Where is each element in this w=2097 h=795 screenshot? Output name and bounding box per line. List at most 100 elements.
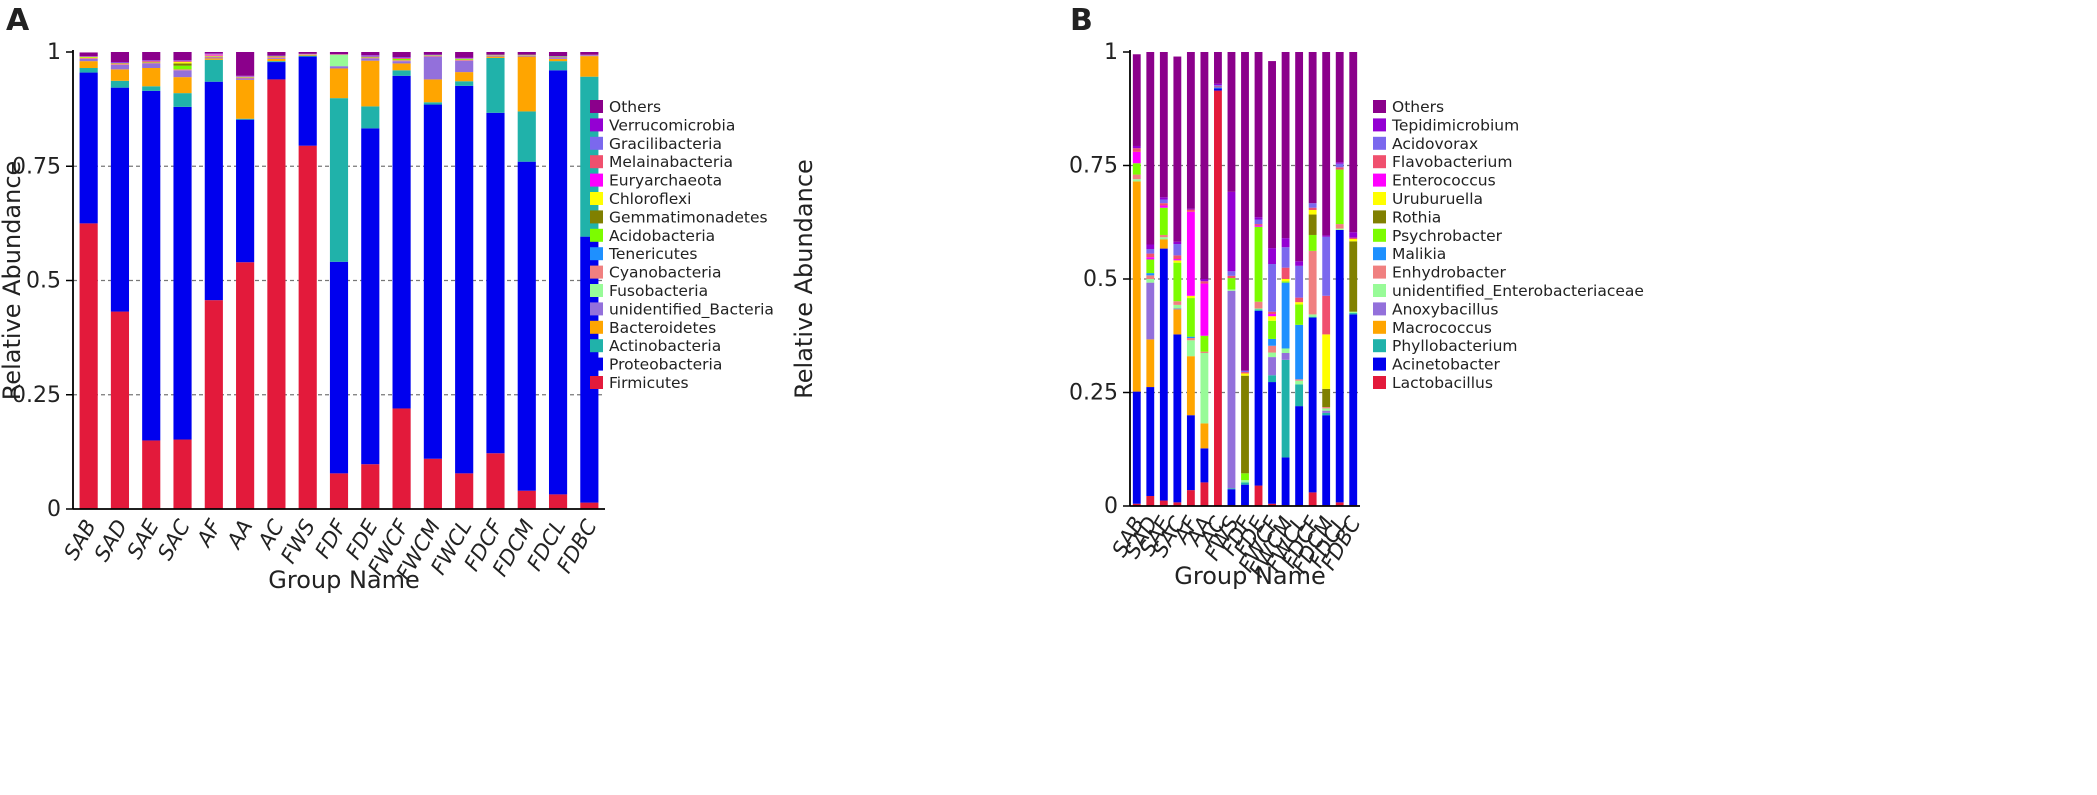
bar-segment	[1281, 457, 1290, 506]
bar-segment	[204, 300, 223, 509]
bar-segment	[1186, 356, 1195, 416]
bar-segment	[1146, 279, 1155, 283]
bar-segment	[142, 440, 161, 509]
bar-segment	[1241, 484, 1249, 506]
bar-segment	[1159, 52, 1168, 198]
bar-segment	[329, 68, 349, 99]
bar-segment	[361, 58, 380, 61]
bar-segment	[1268, 375, 1276, 383]
bar-segment	[1254, 226, 1263, 302]
chart-panel-b: B00.250.50.751SABSADSAESACAFAAACFWSFDFFD…	[790, 3, 1644, 590]
bar-segment	[423, 52, 442, 55]
bar-segment	[1186, 338, 1195, 341]
bar-segment	[79, 67, 98, 73]
bar-segment	[204, 59, 223, 82]
legend-label: Acidobacteria	[609, 227, 715, 245]
legend-label: Malikia	[1392, 245, 1446, 263]
panel-label: B	[1070, 3, 1093, 38]
bar-segment	[79, 57, 98, 59]
bar-segment	[1159, 197, 1168, 200]
legend-swatch	[590, 320, 603, 334]
bar-segment	[1173, 309, 1182, 335]
bar-segment	[173, 106, 192, 440]
bar-segment	[1227, 271, 1236, 276]
bar-segment	[486, 453, 505, 509]
bar-segment	[1295, 324, 1304, 380]
bar-segment	[361, 464, 380, 509]
bar-segment	[1308, 317, 1317, 493]
bar-segment	[1146, 52, 1155, 245]
bar-segment	[361, 55, 380, 57]
bar-segment	[1227, 488, 1236, 490]
legend-swatch	[590, 192, 603, 205]
legend-label: Actinobacteria	[609, 337, 721, 355]
legend-label: Macrococcus	[1392, 319, 1492, 337]
bar-segment	[361, 128, 380, 465]
bar-segment	[267, 62, 286, 80]
bar-segment	[204, 54, 223, 56]
bar-segment	[1146, 249, 1155, 254]
bar-segment	[1349, 314, 1358, 506]
y-tick-label: 1	[1104, 40, 1118, 65]
bar-segment	[1281, 238, 1290, 248]
bar-segment	[1322, 52, 1331, 236]
bar-segment	[423, 104, 442, 459]
bar-segment	[1308, 209, 1317, 215]
bar-segment	[1159, 203, 1168, 206]
bar-segment	[1186, 52, 1195, 209]
bar-segment	[455, 72, 474, 82]
bar-segment	[1254, 52, 1263, 218]
bar-segment	[1200, 279, 1209, 282]
bar-segment	[267, 52, 286, 56]
bar-segment	[329, 98, 349, 262]
legend-swatch	[1373, 118, 1386, 132]
bar-segment	[298, 52, 317, 54]
legend-label: Fusobacteria	[609, 282, 708, 300]
bar-segment	[1295, 265, 1304, 298]
legend-label: Others	[609, 98, 661, 116]
legend-swatch	[1373, 228, 1386, 242]
legend-label: unidentified_Enterobacteriaceae	[1392, 282, 1644, 301]
bar-segment	[1186, 208, 1195, 210]
legend-swatch	[1373, 376, 1386, 389]
bar-segment	[1146, 244, 1155, 250]
bar-segment	[1186, 209, 1195, 212]
bar-segment	[1295, 379, 1304, 381]
bar-segment	[486, 52, 505, 55]
bar-segment	[580, 52, 599, 55]
legend-label: Euryarchaeota	[609, 172, 722, 190]
bar-segment	[236, 79, 255, 119]
legend-swatch	[1373, 357, 1386, 371]
bar-segment	[361, 57, 380, 59]
bar-segment	[173, 69, 192, 71]
bar-segment	[361, 52, 380, 56]
bar-segment	[110, 52, 130, 63]
y-tick-label: 0.75	[12, 154, 61, 179]
panel-label: A	[6, 3, 30, 38]
bar-segment	[1227, 289, 1236, 291]
bar-segment	[1146, 257, 1155, 260]
y-tick-label: 0.75	[1069, 154, 1118, 179]
bar-segment	[1159, 207, 1168, 235]
legend-label: Psychrobacter	[1392, 227, 1503, 245]
bar-segment	[1335, 52, 1344, 163]
bar-segment	[455, 81, 474, 86]
bar-segment	[517, 52, 536, 55]
legend-swatch	[1373, 100, 1386, 113]
y-tick-label: 1	[47, 40, 61, 65]
bar-segment	[1173, 255, 1182, 260]
bar-segment	[1281, 282, 1290, 349]
bar-segment	[1322, 235, 1331, 237]
bar-segment	[1268, 345, 1276, 353]
legend: OthersTepidimicrobiumAcidovoraxFlavobact…	[1373, 98, 1644, 392]
bar-segment	[1268, 311, 1276, 314]
bar-segment	[1200, 353, 1209, 424]
bar-segment	[142, 67, 161, 87]
bar-segment	[1186, 298, 1195, 337]
bar-segment	[1349, 239, 1358, 242]
bar-segment	[455, 58, 474, 60]
legend-label: Acinetobacter	[1392, 356, 1501, 374]
bar-segment	[1335, 228, 1344, 230]
bar-segment	[1200, 52, 1209, 279]
bar-segment	[1200, 335, 1209, 352]
